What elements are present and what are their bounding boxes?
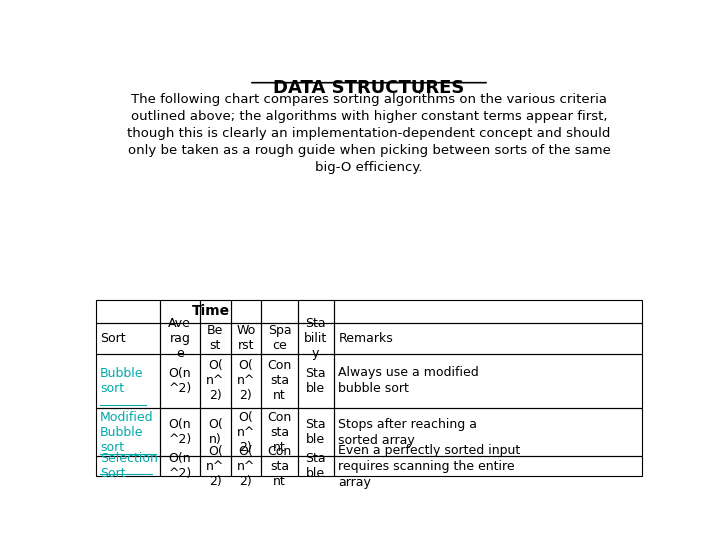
Bar: [96, 456, 160, 476]
Text: Sta
bilit
y: Sta bilit y: [304, 316, 328, 360]
Bar: [200, 322, 230, 354]
Text: O(
n^
2): O( n^ 2): [237, 445, 255, 488]
Bar: [297, 354, 334, 408]
Bar: [297, 300, 334, 322]
Bar: [200, 408, 230, 456]
Bar: [230, 300, 261, 322]
Text: Wo
rst: Wo rst: [236, 324, 256, 352]
Bar: [96, 300, 160, 322]
Text: Con
sta
nt: Con sta nt: [267, 445, 292, 488]
Bar: [334, 322, 642, 354]
Bar: [96, 322, 160, 354]
Text: Spa
ce: Spa ce: [268, 324, 292, 352]
Text: O(n
^2): O(n ^2): [168, 453, 192, 481]
Bar: [297, 456, 334, 476]
Bar: [334, 408, 642, 456]
Text: Be
st: Be st: [207, 324, 223, 352]
Bar: [261, 300, 297, 322]
Text: Ave
rag
e: Ave rag e: [168, 316, 192, 360]
Bar: [160, 456, 200, 476]
Text: O(
n^
2): O( n^ 2): [206, 445, 225, 488]
Text: Con
sta
nt: Con sta nt: [267, 359, 292, 402]
Text: O(
n^
2): O( n^ 2): [206, 359, 225, 402]
Text: Con
sta
nt: Con sta nt: [267, 410, 292, 454]
Text: O(
n): O( n): [208, 418, 222, 446]
Bar: [334, 354, 642, 408]
Bar: [230, 322, 261, 354]
Text: Time: Time: [192, 304, 230, 318]
Text: Sort: Sort: [100, 332, 126, 345]
Bar: [261, 322, 297, 354]
Bar: [160, 300, 200, 322]
Text: O(n
^2): O(n ^2): [168, 367, 192, 395]
Bar: [160, 354, 200, 408]
Text: Always use a modified
bubble sort: Always use a modified bubble sort: [338, 366, 479, 395]
Text: Stops after reaching a
sorted array: Stops after reaching a sorted array: [338, 417, 477, 447]
Text: The following chart compares sorting algorithms on the various criteria
outlined: The following chart compares sorting alg…: [127, 93, 611, 174]
Text: DATA STRUCTURES: DATA STRUCTURES: [274, 79, 464, 97]
Bar: [230, 354, 261, 408]
Text: Sta
ble: Sta ble: [305, 453, 326, 481]
Bar: [261, 408, 297, 456]
Bar: [96, 354, 160, 408]
Bar: [334, 300, 642, 322]
Bar: [200, 456, 230, 476]
Bar: [297, 322, 334, 354]
Text: Even a perfectly sorted input
requires scanning the entire
array: Even a perfectly sorted input requires s…: [338, 444, 521, 489]
Bar: [160, 322, 200, 354]
Text: O(n
^2): O(n ^2): [168, 418, 192, 446]
Text: Sta
ble: Sta ble: [305, 367, 326, 395]
Bar: [334, 456, 642, 476]
Bar: [160, 408, 200, 456]
Text: Remarks: Remarks: [338, 332, 393, 345]
Bar: [261, 354, 297, 408]
Bar: [96, 408, 160, 456]
Text: O(
n^
2): O( n^ 2): [237, 410, 255, 454]
Bar: [297, 408, 334, 456]
Bar: [200, 354, 230, 408]
Bar: [261, 456, 297, 476]
Text: Selection
Sort: Selection Sort: [100, 453, 158, 481]
Text: Bubble
sort: Bubble sort: [100, 367, 143, 395]
Bar: [230, 408, 261, 456]
Bar: [230, 456, 261, 476]
Text: O(
n^
2): O( n^ 2): [237, 359, 255, 402]
Bar: [200, 300, 230, 322]
Text: Modified
Bubble
sort: Modified Bubble sort: [100, 410, 153, 454]
Text: Sta
ble: Sta ble: [305, 418, 326, 446]
